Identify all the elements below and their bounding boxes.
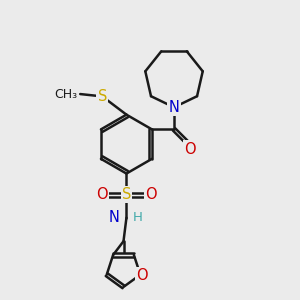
Text: O: O [184,142,196,157]
Text: O: O [145,187,157,202]
Text: N: N [109,210,120,225]
Text: S: S [98,89,107,104]
Text: H: H [133,211,143,224]
Text: CH₃: CH₃ [54,88,77,100]
Text: O: O [136,268,148,283]
Text: O: O [96,187,108,202]
Text: S: S [122,187,131,202]
Text: N: N [169,100,179,115]
